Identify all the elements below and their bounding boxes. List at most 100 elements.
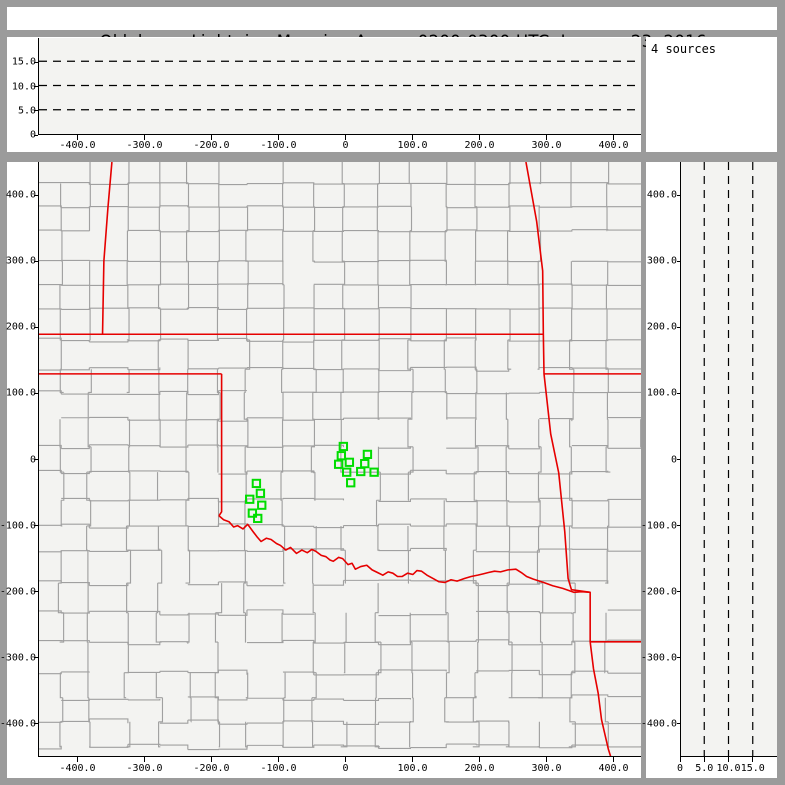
x-tick-label: 0 [342, 140, 349, 151]
y-tick-label: 0 [29, 454, 36, 465]
lma-station-marker [360, 459, 370, 469]
x-axis-tick [412, 757, 414, 762]
lma-station-marker [338, 441, 349, 452]
altitude-ew-panel: -400.0 -300.0 -200.0 -100.0 0 100.0 200.0 300.0… [7, 37, 641, 152]
x-axis-tick [679, 757, 681, 762]
y-tick-label: 5.0 [17, 105, 36, 117]
x-tick-label: 200.0 [464, 763, 495, 774]
y-tick-label: 200.0 [646, 321, 677, 333]
x-tick-label: 0 [342, 763, 349, 774]
altitude-ew-plot-area [38, 38, 641, 135]
lma-station-marker [344, 457, 355, 467]
lma-station-marker [247, 508, 258, 518]
state-border-red-river [218, 515, 591, 594]
lma-station-marker [251, 478, 262, 489]
y-tick-label: -300.0 [640, 652, 677, 664]
x-axis-tick [144, 135, 146, 140]
x-tick-label: 15.0 [740, 763, 765, 774]
altitude-ns-panel: 400.0 300.0 200.0 100.0 0 -100.0 -200.0 -300.0 -… [641, 162, 777, 778]
x-axis-tick [144, 757, 146, 762]
x-tick-label: 300.0 [531, 763, 562, 774]
x-axis-tick [278, 135, 280, 140]
y-tick-label: 100.0 [646, 387, 677, 399]
y-axis-tick [34, 591, 38, 593]
x-tick-label: 0 [676, 763, 684, 774]
y-axis-tick [677, 723, 680, 725]
y-axis-tick [677, 194, 680, 196]
x-tick-label: -100.0 [260, 140, 297, 151]
x-tick-label: 5.0 [695, 763, 714, 774]
y-tick-label: 300.0 [5, 255, 36, 267]
y-axis-tick [34, 326, 38, 328]
y-axis-tick [34, 657, 38, 659]
y-axis-tick [34, 723, 38, 725]
y-tick-label: -100.0 [0, 520, 36, 532]
x-axis-tick [345, 757, 347, 762]
y-axis-tick [677, 525, 680, 527]
y-axis-tick [34, 61, 38, 63]
lma-station-marker [245, 494, 255, 504]
x-axis-tick [546, 757, 548, 762]
y-axis-tick [34, 392, 38, 394]
y-tick-label: 0 [29, 129, 36, 141]
y-tick-label: -300.0 [0, 652, 36, 664]
x-axis-tick [728, 757, 729, 762]
x-tick-label: -100.0 [260, 763, 297, 774]
x-tick-label: 300.0 [531, 140, 562, 151]
lma-station-marker [369, 467, 379, 477]
x-axis-tick [479, 135, 481, 140]
y-axis-tick [34, 459, 38, 460]
x-tick-label: 200.0 [464, 140, 495, 151]
x-tick-label: 10.0 [716, 763, 741, 774]
y-tick-label: 100.0 [5, 387, 36, 399]
state-border-colorado-kansas [101, 162, 113, 335]
y-axis-tick [34, 525, 38, 527]
x-tick-label: -300.0 [126, 140, 163, 151]
x-axis-tick [77, 757, 79, 762]
altitude-ew-gridlines [39, 60, 641, 111]
y-tick-label: 300.0 [646, 255, 677, 267]
y-tick-label: 400.0 [5, 189, 36, 201]
x-axis-tick [546, 135, 548, 140]
x-tick-label: -200.0 [193, 140, 230, 151]
x-axis-tick [479, 757, 481, 762]
y-axis-tick [677, 260, 680, 262]
x-axis-tick [752, 757, 754, 762]
x-tick-label: 400.0 [598, 140, 629, 151]
county-map [39, 162, 641, 756]
y-tick-label: -200.0 [0, 586, 36, 598]
x-tick-label: -400.0 [59, 140, 96, 151]
x-axis-tick [211, 135, 213, 140]
y-axis-tick [677, 459, 680, 460]
state-border-eastern-state-line [525, 162, 612, 756]
x-tick-label: 400.0 [598, 763, 629, 774]
lma-station-marker [362, 449, 373, 459]
lma-station-marker [257, 500, 267, 510]
y-axis-tick [34, 260, 38, 262]
state-border-texas-100w [218, 373, 223, 517]
lma-station-marker [255, 488, 266, 498]
x-axis-tick [345, 135, 347, 140]
x-tick-label: -200.0 [193, 763, 230, 774]
lma-station-marker [356, 466, 366, 477]
y-tick-label: 0 [670, 454, 677, 465]
map-panel: -400.0 -300.0 -200.0 -100.0 0 100.0 200.0 300.0… [0, 162, 641, 778]
x-tick-label: -400.0 [59, 763, 96, 774]
y-axis-tick [34, 134, 38, 136]
sources-panel: 4 sources [646, 37, 777, 152]
source-count-label: 4 sources [651, 42, 717, 56]
y-tick-label: 15.0 [11, 56, 36, 68]
x-axis-tick [278, 757, 280, 762]
x-axis-tick [703, 757, 705, 762]
y-axis-tick [34, 110, 38, 112]
y-axis-tick [677, 591, 680, 593]
y-axis-tick [677, 392, 680, 394]
lma-station-marker [336, 451, 347, 461]
lma-stations [245, 441, 379, 524]
y-tick-label: 10.0 [11, 81, 36, 92]
y-axis-tick [34, 194, 38, 196]
x-axis-tick [613, 135, 615, 140]
x-axis-tick [211, 757, 213, 762]
lma-station-marker [253, 513, 263, 524]
